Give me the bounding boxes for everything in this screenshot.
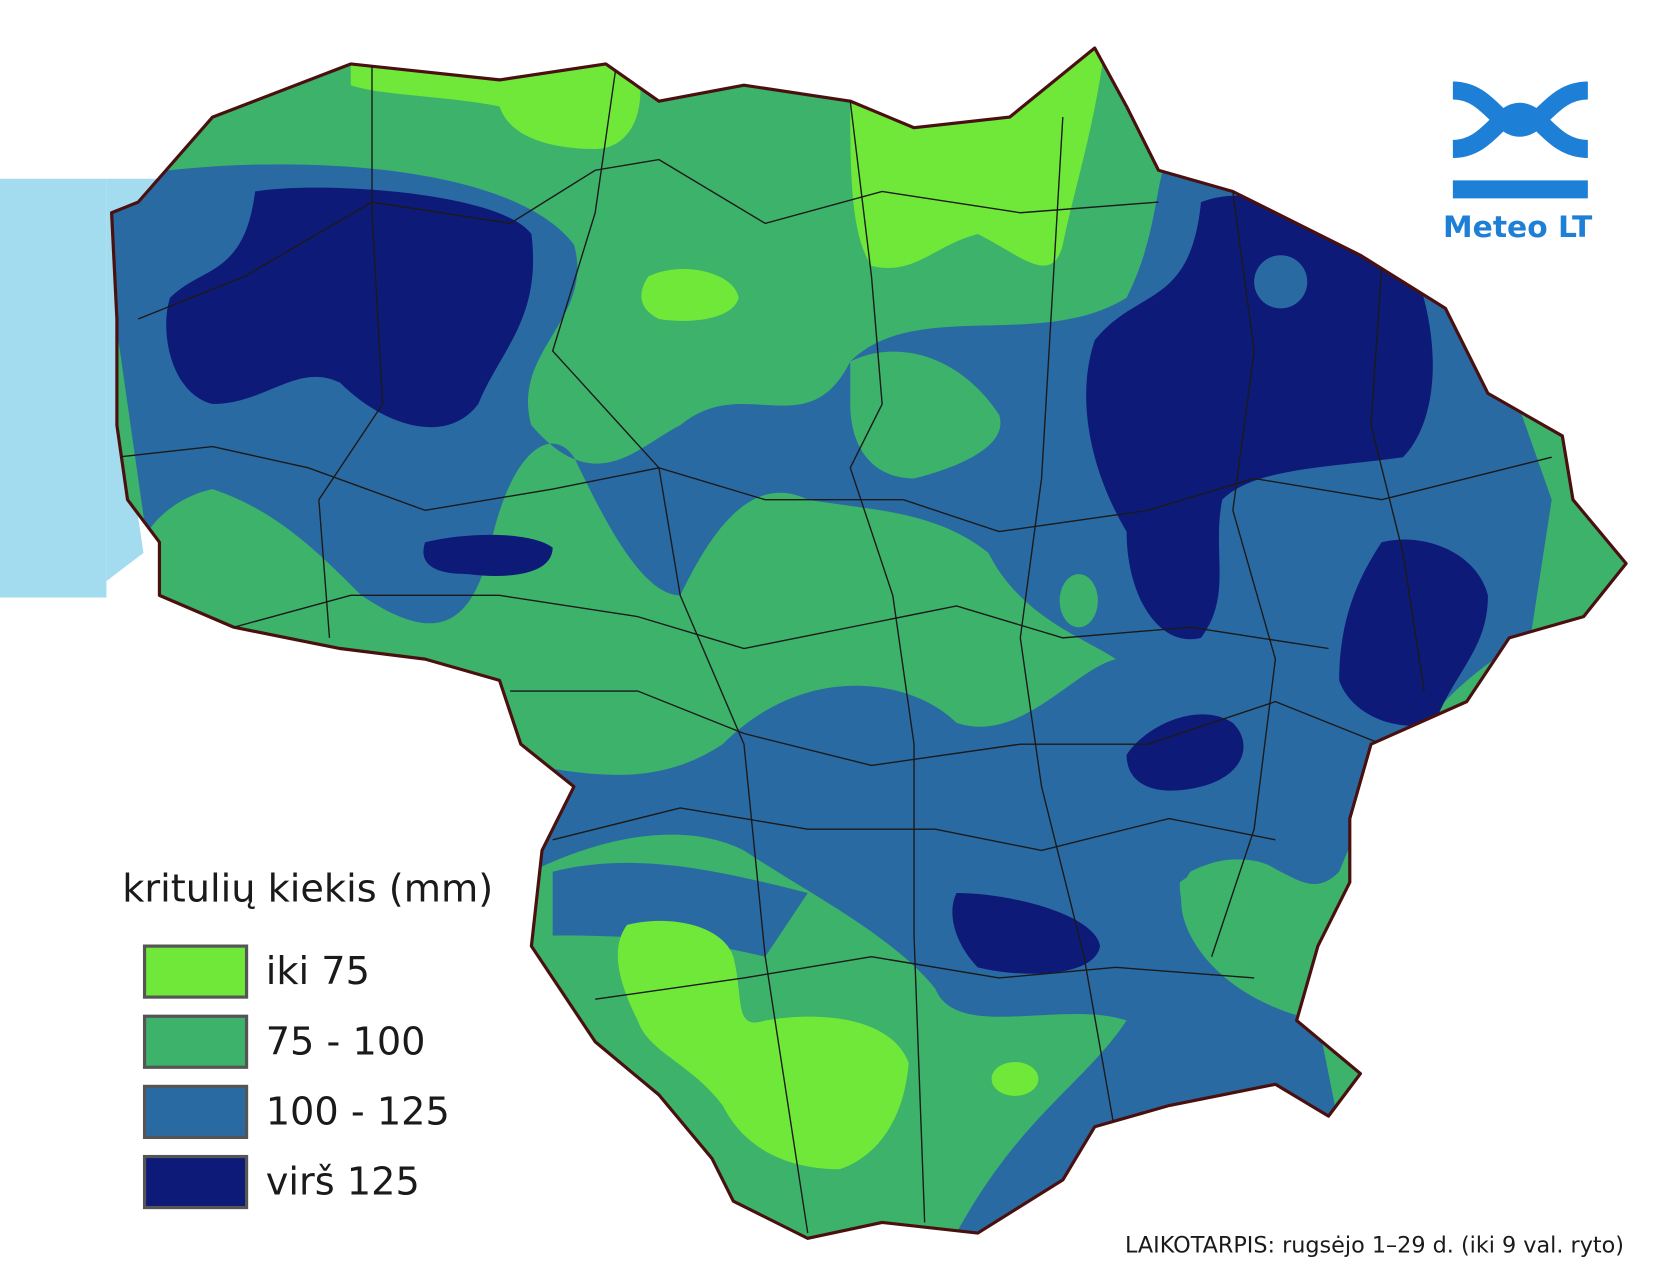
legend-label: iki 75 (266, 949, 370, 994)
legend-label: 100 - 125 (266, 1090, 450, 1135)
legend-label: 75 - 100 (266, 1019, 426, 1064)
legend: kritulių kiekis (mm) iki 75 75 - 100 100 -… (122, 866, 493, 1210)
legend-swatch (142, 1084, 249, 1139)
logo-text: Meteo LT (1443, 210, 1593, 245)
legend-label: virš 125 (266, 1160, 420, 1205)
period-note: LAIKOTARPIS: rugsėjo 1–29 d. (iki 9 val.… (1125, 1232, 1624, 1258)
legend-title: kritulių kiekis (mm) (122, 866, 493, 911)
legend-swatch (142, 1154, 249, 1210)
legend-swatch (142, 1014, 249, 1069)
legend-swatch (142, 944, 249, 999)
logo-waves (1452, 81, 1589, 199)
baltic-sea (0, 178, 107, 598)
logo: Meteo LT (1443, 81, 1593, 245)
legend-items: iki 75 75 - 100 100 - 125 virš 125 (142, 944, 450, 1210)
zone-75-100-holes (850, 351, 1301, 1000)
municipal-borders (116, 63, 1552, 1234)
country-border (110, 46, 1628, 1240)
zone-over-125 (166, 187, 1488, 974)
zone-100-125-holes (1254, 255, 1308, 309)
